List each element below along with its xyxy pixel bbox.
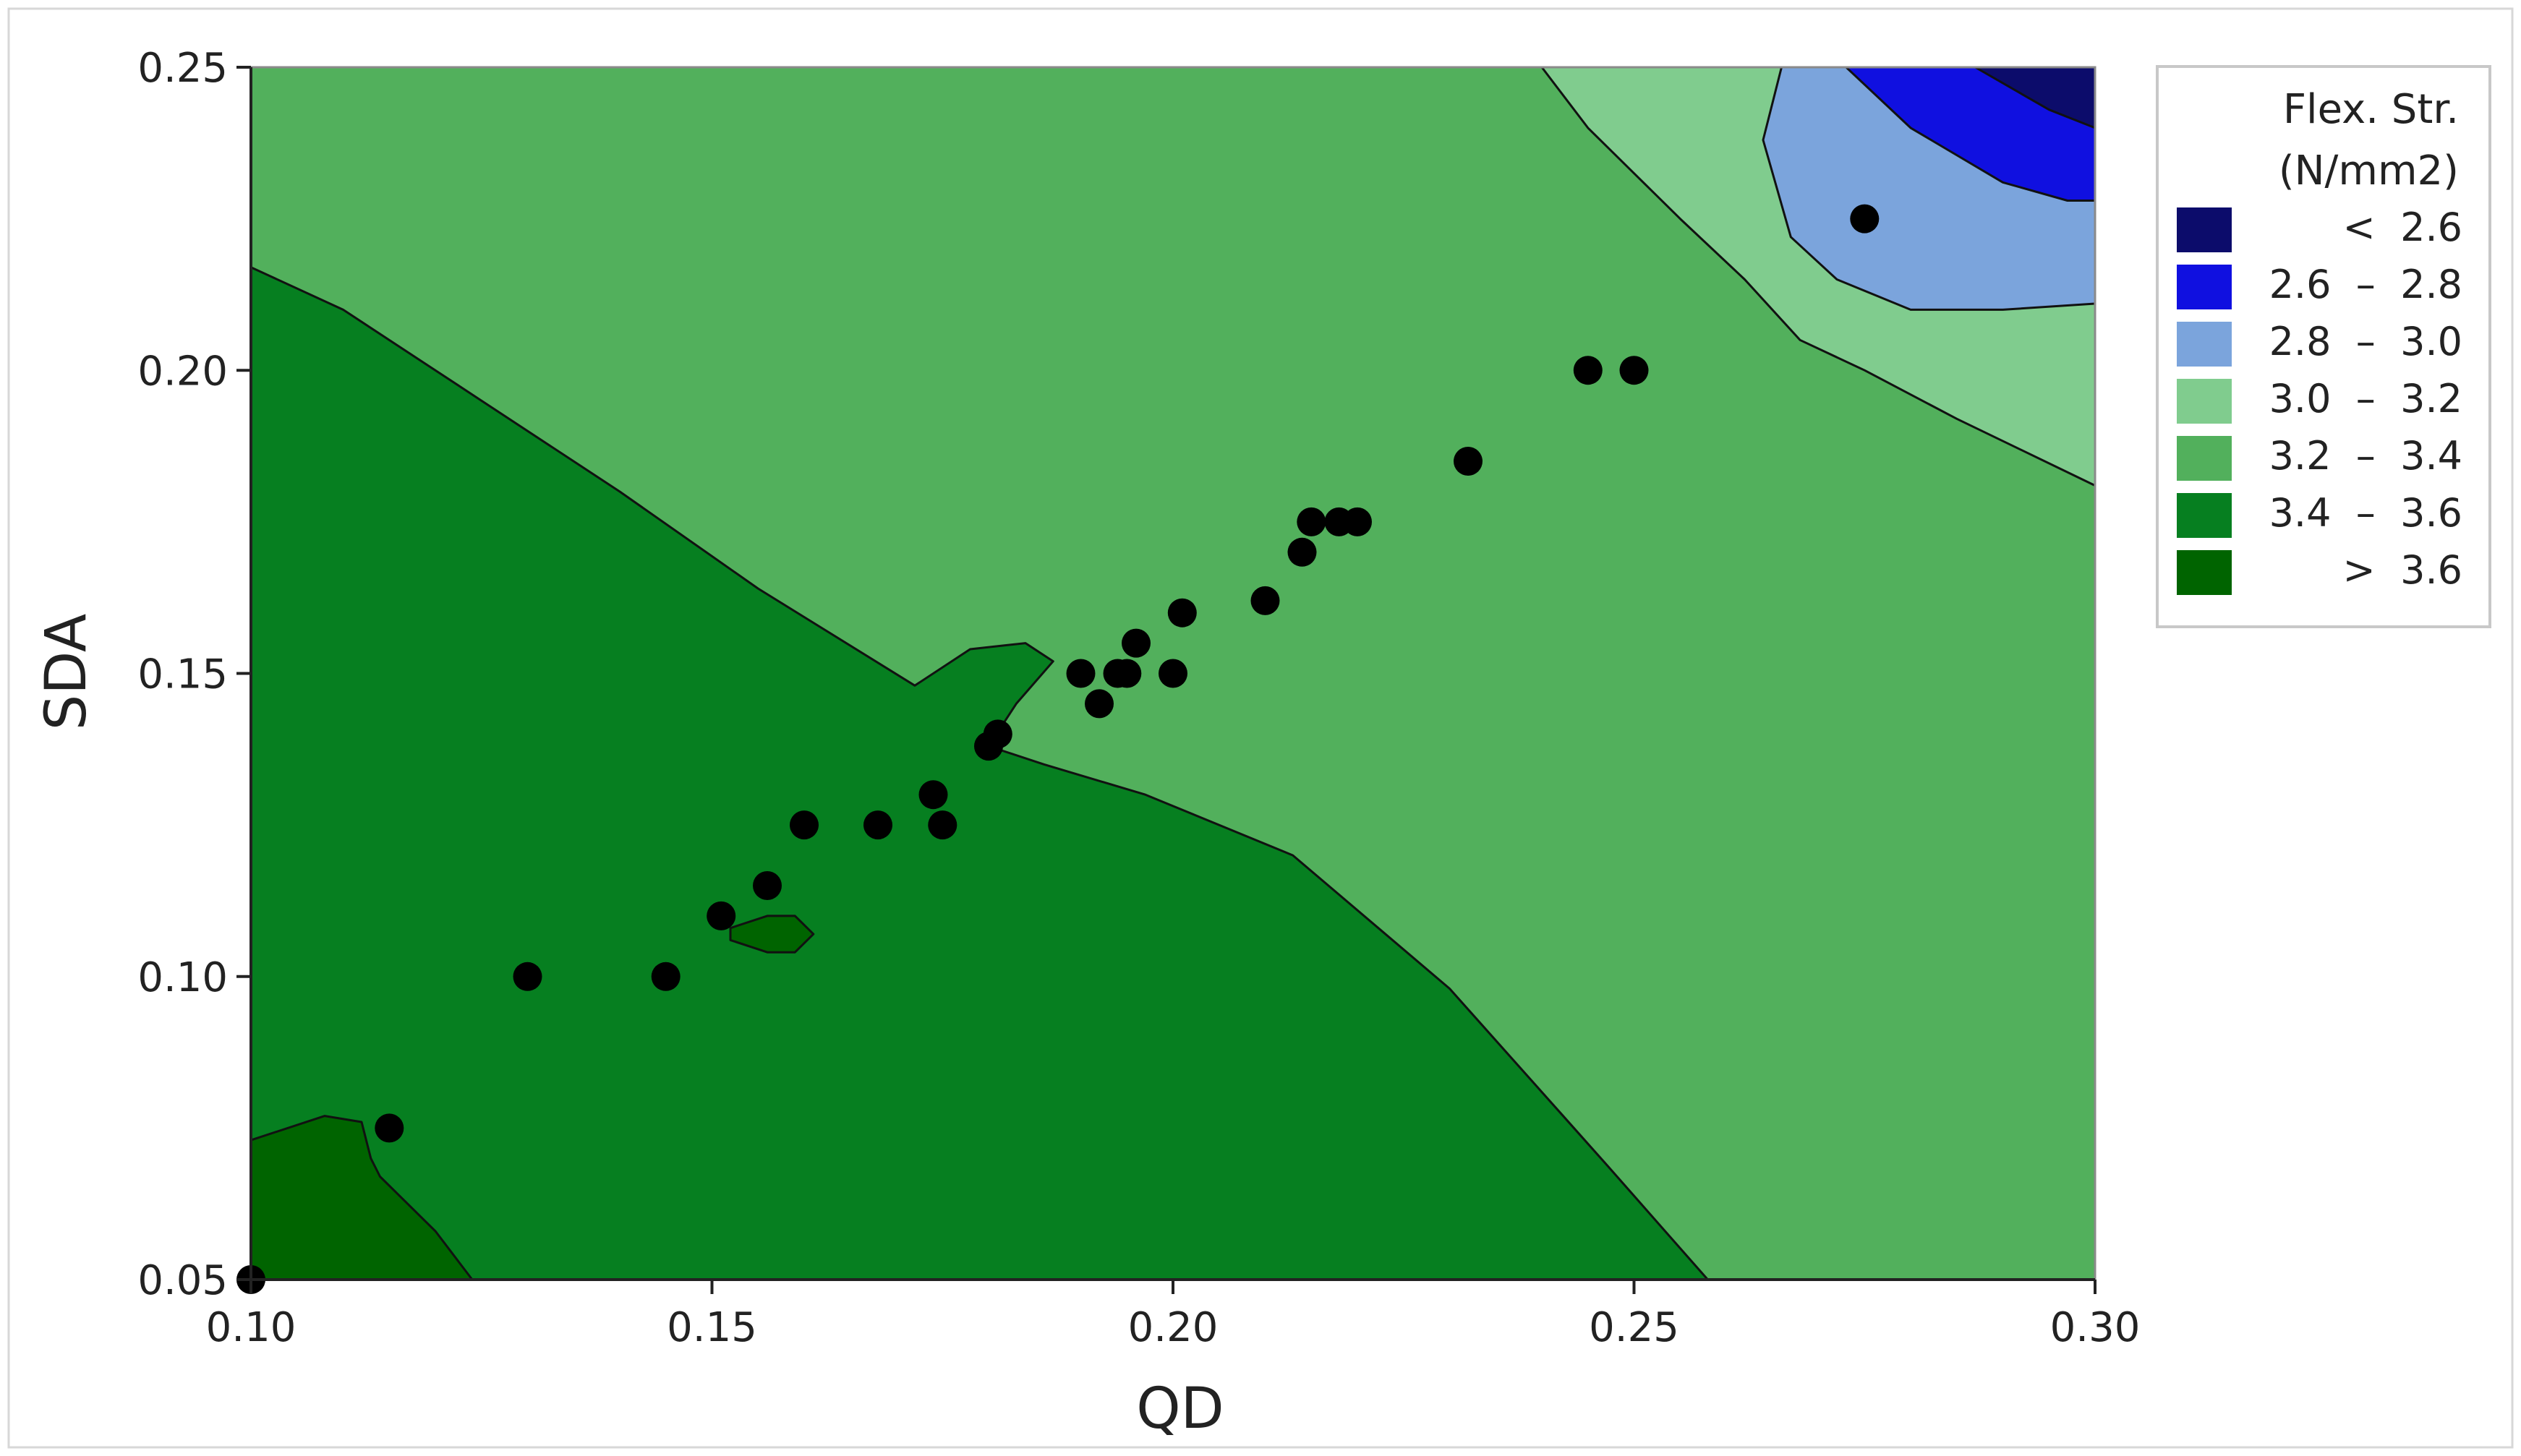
legend-label: 2.6 – 2.8 — [2269, 262, 2462, 307]
legend: Flex. Str. (N/mm2) < 2.6 2.6 – 2.8 2.8 – 3… — [2156, 65, 2491, 628]
y-tick-label: 0.25 — [137, 45, 228, 92]
design-point — [375, 1113, 404, 1143]
design-point — [1066, 659, 1096, 688]
x-tick-label: 0.25 — [1589, 1304, 1679, 1351]
design-point — [1619, 356, 1649, 385]
legend-swatch — [2177, 550, 2232, 595]
design-point — [928, 810, 957, 840]
x-axis-label: QD — [1136, 1376, 1224, 1442]
y-axis-label: SDA — [34, 614, 99, 731]
design-point — [651, 962, 681, 991]
design-point — [1085, 689, 1114, 719]
design-point — [1454, 447, 1483, 476]
x-tick-label: 0.30 — [2050, 1304, 2141, 1351]
legend-swatch — [2177, 322, 2232, 367]
plot-area — [236, 66, 2096, 1294]
design-point — [1343, 507, 1372, 536]
legend-swatch — [2177, 436, 2232, 481]
design-point — [1112, 659, 1142, 688]
x-tick-label: 0.15 — [667, 1304, 757, 1351]
design-point — [790, 810, 819, 840]
design-point — [1850, 204, 1880, 234]
design-point — [753, 871, 782, 900]
design-point — [1250, 586, 1280, 615]
design-point — [1159, 659, 1187, 688]
legend-label: 3.4 – 3.6 — [2269, 490, 2462, 536]
legend-label: 3.0 – 3.2 — [2269, 376, 2462, 421]
design-point — [983, 719, 1012, 749]
y-tick-label: 0.20 — [137, 348, 228, 395]
design-point — [1122, 628, 1151, 658]
legend-title-line1: Flex. Str. — [2283, 86, 2459, 133]
legend-swatch — [2177, 379, 2232, 424]
contour-region — [729, 915, 815, 954]
design-point — [1573, 356, 1603, 385]
y-tick-label: 0.15 — [137, 651, 228, 698]
x-axis: 0.10 0.15 0.20 0.25 0.30 — [206, 1278, 2141, 1351]
y-axis: 0.05 0.10 0.15 0.20 0.25 — [137, 45, 252, 1304]
contour-regions — [249, 66, 2096, 1281]
design-point — [707, 901, 736, 930]
legend-entries: < 2.6 2.6 – 2.8 2.8 – 3.0 3.0 – 3.2 3.2 – 3.… — [2177, 205, 2462, 595]
x-tick-label: 0.10 — [206, 1304, 297, 1351]
y-tick-label: 0.10 — [137, 954, 228, 1001]
legend-swatch — [2177, 207, 2232, 252]
legend-title-line2: (N/mm2) — [2279, 147, 2459, 194]
legend-label: 3.2 – 3.4 — [2269, 433, 2462, 479]
design-point — [918, 780, 948, 810]
x-tick-label: 0.20 — [1128, 1304, 1219, 1351]
legend-label: < 2.6 — [2343, 205, 2462, 250]
design-point — [1287, 537, 1317, 567]
contour-region — [249, 266, 1709, 1281]
design-point — [1167, 598, 1197, 628]
legend-label: 2.8 – 3.0 — [2269, 319, 2462, 364]
legend-swatch — [2177, 265, 2232, 309]
design-point — [863, 810, 892, 840]
design-point — [513, 962, 542, 991]
legend-swatch — [2177, 493, 2232, 538]
legend-label: > 3.6 — [2343, 547, 2462, 593]
y-tick-label: 0.05 — [137, 1257, 228, 1304]
design-point — [1297, 507, 1326, 536]
